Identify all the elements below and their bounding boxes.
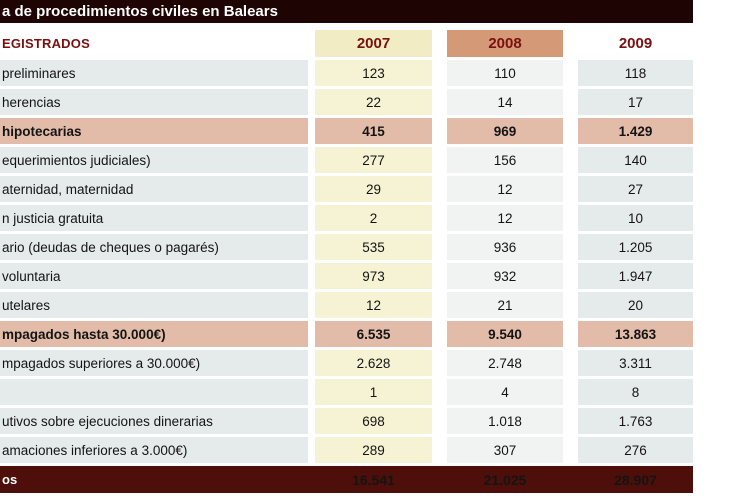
table-row: ario (deudas de cheques o pagarés) 535 9… xyxy=(0,234,730,260)
value-2009: 17 xyxy=(578,89,693,115)
row-label: amaciones inferiores a 3.000€) xyxy=(0,437,308,463)
value-2007: 973 xyxy=(315,263,432,289)
table-row: 1 4 8 xyxy=(0,379,730,405)
table-row: equerimientos judiciales) 277 156 140 xyxy=(0,147,730,173)
row-label: voluntaria xyxy=(0,263,308,289)
table-row: herencias 22 14 17 xyxy=(0,89,730,115)
row-label: aternidad, maternidad xyxy=(0,176,308,202)
row-label: herencias xyxy=(0,89,308,115)
table-row: aternidad, maternidad 29 12 27 xyxy=(0,176,730,202)
value-2009: 27 xyxy=(578,176,693,202)
value-2008: 936 xyxy=(447,234,563,260)
value-2007: 29 xyxy=(315,176,432,202)
value-2007: 1 xyxy=(315,379,432,405)
table-row: preliminares 123 110 118 xyxy=(0,60,730,86)
table-body: preliminares 123 110 118 herencias 22 14… xyxy=(0,60,730,463)
row-label: mpagados hasta 30.000€) xyxy=(0,321,308,347)
value-2008: 12 xyxy=(447,205,563,231)
value-2008: 4 xyxy=(447,379,563,405)
value-2009: 10 xyxy=(578,205,693,231)
value-2007: 123 xyxy=(315,60,432,86)
value-2009: 20 xyxy=(578,292,693,318)
row-label: utivos sobre ejecuciones dinerarias xyxy=(0,408,308,434)
column-headers-row: EGISTRADOS 2007 2008 2009 xyxy=(0,30,730,57)
value-2007: 289 xyxy=(315,437,432,463)
value-2009: 276 xyxy=(578,437,693,463)
value-2008: 969 xyxy=(447,118,563,144)
table-title: a de procedimientos civiles en Balears xyxy=(0,0,693,23)
row-label: mpagados superiores a 30.000€) xyxy=(0,350,308,376)
row-label: ario (deudas de cheques o pagarés) xyxy=(0,234,308,260)
value-2009: 13.863 xyxy=(578,321,693,347)
year-header-2007: 2007 xyxy=(315,30,432,57)
value-2009: 1.429 xyxy=(578,118,693,144)
value-2007: 12 xyxy=(315,292,432,318)
value-2007: 22 xyxy=(315,89,432,115)
table-row: voluntaria 973 932 1.947 xyxy=(0,263,730,289)
value-2009: 3.311 xyxy=(578,350,693,376)
value-2008: 14 xyxy=(447,89,563,115)
value-2008: 932 xyxy=(447,263,563,289)
value-2008: 110 xyxy=(447,60,563,86)
value-2008: 12 xyxy=(447,176,563,202)
table-row: utivos sobre ejecuciones dinerarias 698 … xyxy=(0,408,730,434)
total-2007: 16.541 xyxy=(352,471,395,488)
row-label: n justicia gratuita xyxy=(0,205,308,231)
registered-label: EGISTRADOS xyxy=(0,30,308,57)
total-label: os xyxy=(2,472,18,487)
value-2007: 535 xyxy=(315,234,432,260)
value-2007: 415 xyxy=(315,118,432,144)
row-label: preliminares xyxy=(0,60,308,86)
row-label: equerimientos judiciales) xyxy=(0,147,308,173)
value-2007: 2 xyxy=(315,205,432,231)
total-2008: 21.025 xyxy=(483,471,527,488)
value-2008: 307 xyxy=(447,437,563,463)
value-2007: 698 xyxy=(315,408,432,434)
year-header-2008: 2008 xyxy=(447,30,563,57)
table-row: utelares 12 21 20 xyxy=(0,292,730,318)
value-2008: 21 xyxy=(447,292,563,318)
table-row: hipotecarias 415 969 1.429 xyxy=(0,118,730,144)
total-2009: 28.907 xyxy=(614,471,657,488)
value-2009: 1.763 xyxy=(578,408,693,434)
value-2009: 1.205 xyxy=(578,234,693,260)
value-2007: 6.535 xyxy=(315,321,432,347)
row-label: hipotecarias xyxy=(0,118,308,144)
table-row: mpagados superiores a 30.000€) 2.628 2.7… xyxy=(0,350,730,376)
year-header-2009: 2009 xyxy=(578,30,693,57)
value-2009: 140 xyxy=(578,147,693,173)
table-row: amaciones inferiores a 3.000€) 289 307 2… xyxy=(0,437,730,463)
value-2009: 118 xyxy=(578,60,693,86)
value-2009: 8 xyxy=(578,379,693,405)
value-2008: 9.540 xyxy=(447,321,563,347)
value-2008: 1.018 xyxy=(447,408,563,434)
table-row: n justicia gratuita 2 12 10 xyxy=(0,205,730,231)
table-row: mpagados hasta 30.000€) 6.535 9.540 13.8… xyxy=(0,321,730,347)
value-2007: 277 xyxy=(315,147,432,173)
value-2007: 2.628 xyxy=(315,350,432,376)
totals-row: os 16.541 21.025 28.907 xyxy=(0,466,693,493)
value-2008: 2.748 xyxy=(447,350,563,376)
row-label xyxy=(0,379,308,405)
value-2009: 1.947 xyxy=(578,263,693,289)
row-label: utelares xyxy=(0,292,308,318)
value-2008: 156 xyxy=(447,147,563,173)
